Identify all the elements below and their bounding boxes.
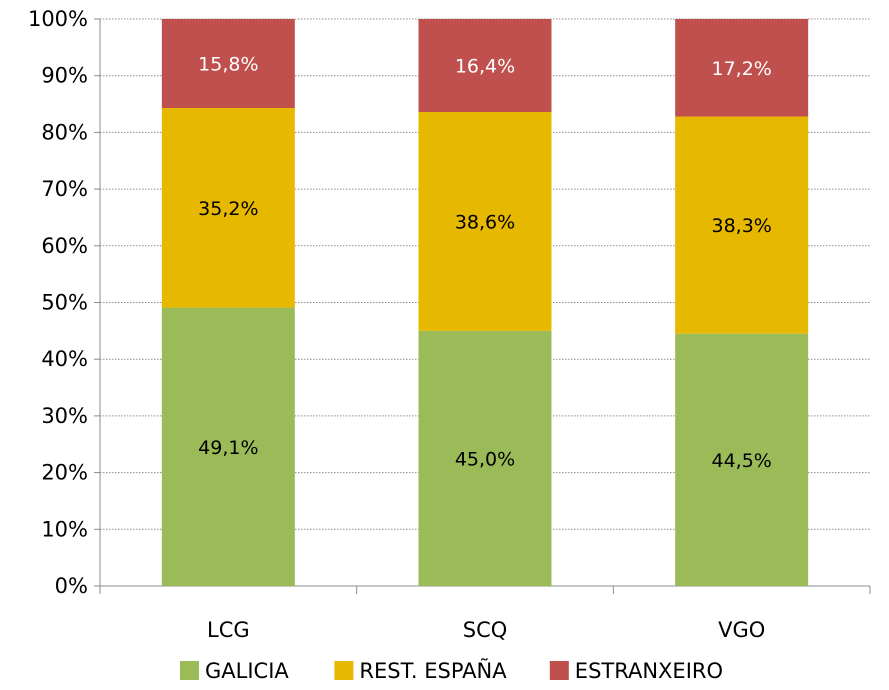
y-tick-label: 10% [41, 517, 88, 541]
bar-segment [675, 116, 809, 334]
y-tick-label: 60% [41, 234, 88, 258]
data-label: 49,1% [198, 437, 258, 459]
y-tick-label: 40% [41, 347, 88, 371]
y-tick-label: 70% [41, 177, 88, 201]
y-tick-label: 90% [41, 64, 88, 88]
bar-segment [418, 330, 552, 586]
y-tick-label: 0% [55, 574, 88, 598]
bar-segment [161, 108, 295, 308]
data-label: 38,3% [711, 215, 771, 237]
legend-swatch [334, 661, 354, 680]
x-tick-label: VGO [718, 618, 765, 642]
bar-segment [675, 333, 809, 586]
data-label: 16,4% [455, 55, 515, 77]
legend-label: REST. ESPAÑA [359, 657, 507, 683]
legend-label: ESTRANXEIRO [575, 659, 723, 683]
y-tick-label: 80% [41, 120, 88, 144]
legend: GALICIA REST. ESPAÑA ESTRANXEIRO [180, 657, 723, 683]
bar-segment [161, 19, 295, 109]
data-label: 17,2% [711, 58, 771, 80]
data-label: 35,2% [198, 198, 258, 220]
legend-swatch [180, 661, 199, 680]
bar-segment [161, 307, 295, 586]
y-tick-label: 100% [28, 7, 88, 31]
bar-segment [418, 19, 552, 112]
data-label: 44,5% [711, 450, 771, 472]
bar-segment [418, 111, 552, 331]
data-label: 15,8% [198, 54, 258, 76]
x-tick-label: LCG [207, 618, 250, 642]
data-label: 38,6% [455, 211, 515, 233]
bars: 49,1% 35,2% 15,8% 45,0% 38,6% 16,4% 44,5% 38,3%… [161, 19, 809, 586]
y-tick-label: 50% [41, 291, 88, 315]
bar-segment [675, 19, 809, 117]
axes: 0% 10% 20% 30% 40% 50% 60% 70% 80% 90% 100% LCG SCQ V… [28, 7, 871, 642]
x-tick-label: SCQ [463, 618, 508, 642]
legend-label: GALICIA [205, 659, 289, 683]
legend-swatch [549, 661, 569, 680]
y-tick-label: 20% [41, 461, 88, 485]
y-tick-label: 30% [41, 404, 88, 428]
data-label: 45,0% [455, 448, 515, 470]
